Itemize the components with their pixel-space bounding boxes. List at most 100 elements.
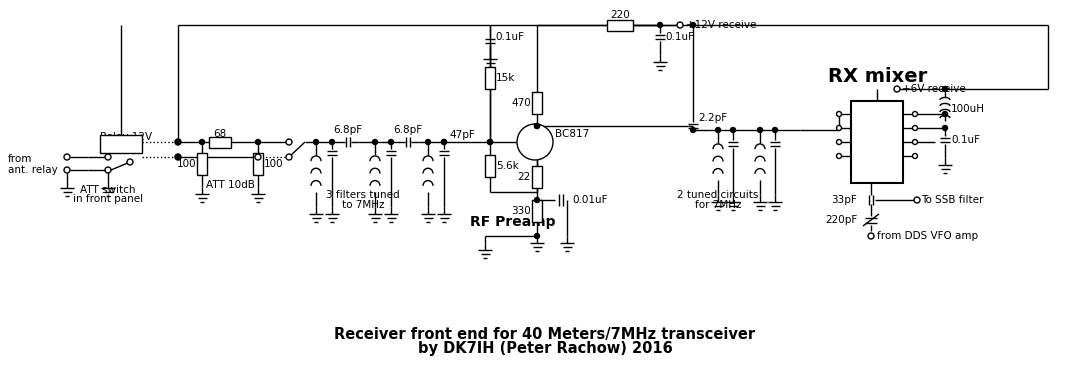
Text: 22: 22: [518, 172, 531, 182]
Text: 100: 100: [177, 159, 196, 169]
Text: 0.1uF: 0.1uF: [665, 32, 694, 42]
Circle shape: [517, 124, 553, 160]
Circle shape: [657, 23, 663, 28]
Circle shape: [199, 139, 205, 144]
Circle shape: [255, 139, 261, 144]
Circle shape: [912, 112, 918, 116]
Text: ant. relay: ant. relay: [8, 165, 58, 175]
Circle shape: [175, 139, 181, 144]
Circle shape: [943, 86, 947, 92]
Circle shape: [943, 112, 947, 116]
Circle shape: [534, 233, 540, 239]
Circle shape: [836, 112, 841, 116]
Circle shape: [286, 139, 292, 145]
Circle shape: [730, 127, 736, 132]
Circle shape: [836, 126, 841, 130]
Circle shape: [773, 127, 777, 132]
Circle shape: [255, 154, 261, 160]
Circle shape: [836, 139, 841, 144]
Bar: [197, 153, 207, 175]
Bar: [532, 92, 542, 114]
Text: RF Preamp: RF Preamp: [470, 215, 556, 229]
Text: Receiver front end for 40 Meters/7MHz transceiver: Receiver front end for 40 Meters/7MHz tr…: [335, 328, 755, 342]
Text: in front panel: in front panel: [73, 194, 143, 204]
Text: +6V receive: +6V receive: [903, 84, 966, 94]
Circle shape: [175, 155, 181, 159]
Text: 47pF: 47pF: [449, 130, 475, 140]
Bar: [851, 101, 903, 183]
Circle shape: [175, 154, 181, 160]
Circle shape: [286, 154, 292, 160]
Text: from: from: [8, 154, 33, 164]
Text: from DDS VFO amp: from DDS VFO amp: [877, 231, 978, 241]
Text: 470: 470: [511, 98, 531, 108]
Circle shape: [64, 154, 70, 160]
Text: 33pF: 33pF: [832, 195, 857, 205]
Circle shape: [388, 139, 393, 144]
Text: 6.8pF: 6.8pF: [334, 125, 363, 135]
Circle shape: [690, 127, 695, 132]
Circle shape: [894, 86, 900, 92]
Text: 220: 220: [610, 10, 630, 20]
Bar: [532, 166, 542, 188]
Text: BC817: BC817: [555, 129, 590, 139]
Text: 15k: 15k: [496, 73, 516, 83]
Text: 2.2pF: 2.2pF: [698, 113, 727, 123]
Circle shape: [912, 153, 918, 158]
Circle shape: [128, 159, 133, 165]
Text: 68: 68: [214, 129, 227, 139]
Text: for 7MHz: for 7MHz: [694, 200, 741, 210]
Circle shape: [943, 126, 947, 130]
Text: ATT 10dB: ATT 10dB: [206, 180, 254, 190]
Circle shape: [373, 139, 377, 144]
Text: 3 filters tuned: 3 filters tuned: [326, 190, 400, 200]
Circle shape: [868, 233, 874, 239]
Circle shape: [715, 127, 720, 132]
Text: 100uH: 100uH: [950, 104, 985, 114]
Text: 330: 330: [511, 206, 531, 216]
Circle shape: [487, 139, 493, 144]
Circle shape: [677, 22, 683, 28]
Text: 0.01uF: 0.01uF: [572, 195, 607, 205]
Circle shape: [105, 154, 111, 160]
Circle shape: [105, 167, 111, 173]
Text: ATT switch: ATT switch: [81, 185, 136, 195]
Text: 5.6k: 5.6k: [496, 161, 519, 171]
Text: Relay 12V: Relay 12V: [100, 132, 153, 142]
Circle shape: [912, 139, 918, 144]
Circle shape: [915, 197, 920, 203]
Text: 0.1uF: 0.1uF: [495, 32, 524, 42]
Text: RX mixer: RX mixer: [828, 67, 928, 86]
Circle shape: [64, 167, 70, 173]
Circle shape: [690, 23, 695, 28]
Circle shape: [441, 139, 447, 144]
Circle shape: [534, 124, 540, 129]
Text: +12V receive: +12V receive: [686, 20, 756, 30]
Circle shape: [441, 139, 447, 144]
Bar: [209, 136, 231, 147]
Bar: [532, 200, 542, 222]
Circle shape: [425, 139, 431, 144]
Bar: [607, 20, 633, 31]
Bar: [485, 155, 495, 177]
Circle shape: [758, 127, 763, 132]
Circle shape: [912, 126, 918, 130]
Text: by DK7IH (Peter Rachow) 2016: by DK7IH (Peter Rachow) 2016: [417, 342, 673, 357]
Circle shape: [487, 139, 493, 144]
Text: 2 tuned circuits: 2 tuned circuits: [677, 190, 759, 200]
Circle shape: [175, 139, 181, 145]
Circle shape: [534, 198, 540, 202]
Text: 220pF: 220pF: [825, 215, 857, 225]
Text: 6.8pF: 6.8pF: [393, 125, 423, 135]
Circle shape: [329, 139, 335, 144]
Circle shape: [836, 153, 841, 158]
Text: SA602: SA602: [860, 110, 894, 120]
Circle shape: [314, 139, 318, 144]
Bar: [253, 153, 263, 175]
Text: 0.1uF: 0.1uF: [950, 135, 980, 145]
Bar: [485, 67, 495, 89]
Text: 100: 100: [264, 159, 283, 169]
Text: to 7MHz: to 7MHz: [342, 200, 385, 210]
Circle shape: [534, 124, 540, 129]
Bar: [100, 135, 142, 153]
